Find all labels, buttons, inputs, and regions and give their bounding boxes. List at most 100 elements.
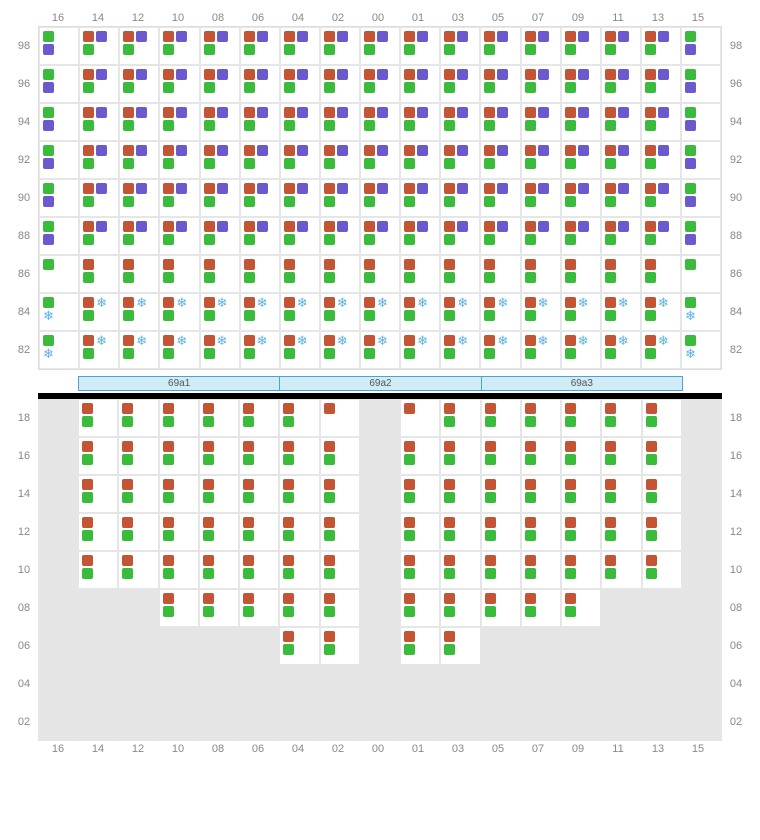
seat-cell[interactable] [38, 475, 78, 513]
seat-cell[interactable] [320, 551, 360, 589]
seat-cell[interactable]: ❄ [601, 331, 641, 369]
seat-cell[interactable]: ❄ [561, 331, 601, 369]
seat-cell[interactable] [159, 141, 199, 179]
seat-cell[interactable] [400, 65, 440, 103]
seat-cell[interactable] [480, 27, 520, 65]
seat-cell[interactable]: ❄ [280, 293, 320, 331]
seat-cell[interactable] [200, 179, 240, 217]
seat-cell[interactable] [199, 551, 239, 589]
seat-cell[interactable]: ❄ [681, 293, 721, 331]
seat-cell[interactable]: ❄ [320, 331, 360, 369]
seat-cell[interactable] [79, 103, 119, 141]
seat-cell[interactable] [360, 399, 400, 437]
seat-cell[interactable]: ❄ [79, 331, 119, 369]
seat-cell[interactable] [159, 665, 199, 703]
seat-cell[interactable] [521, 551, 561, 589]
seat-cell[interactable] [641, 65, 681, 103]
seat-cell[interactable] [682, 551, 722, 589]
seat-cell[interactable] [159, 103, 199, 141]
seat-cell[interactable] [360, 703, 400, 741]
seat-cell[interactable] [119, 65, 159, 103]
seat-cell[interactable] [118, 627, 158, 665]
seat-cell[interactable] [240, 217, 280, 255]
seat-cell[interactable] [440, 437, 480, 475]
seat-cell[interactable] [561, 551, 601, 589]
seat-cell[interactable] [320, 217, 360, 255]
seat-cell[interactable]: ❄ [119, 293, 159, 331]
seat-cell[interactable] [681, 141, 721, 179]
seat-cell[interactable] [360, 513, 400, 551]
seat-cell[interactable] [78, 513, 118, 551]
seat-cell[interactable] [320, 437, 360, 475]
seat-cell[interactable] [320, 513, 360, 551]
seat-cell[interactable] [400, 141, 440, 179]
seat-cell[interactable] [320, 103, 360, 141]
seat-cell[interactable] [521, 589, 561, 627]
seat-cell[interactable] [641, 255, 681, 293]
seat-cell[interactable] [239, 399, 279, 437]
seat-cell[interactable] [320, 475, 360, 513]
seat-cell[interactable] [239, 551, 279, 589]
seat-cell[interactable] [279, 627, 319, 665]
seat-cell[interactable] [601, 255, 641, 293]
seat-cell[interactable] [159, 179, 199, 217]
seat-cell[interactable] [240, 103, 280, 141]
seat-cell[interactable] [199, 475, 239, 513]
seat-cell[interactable] [119, 217, 159, 255]
seat-cell[interactable] [239, 589, 279, 627]
seat-cell[interactable] [481, 665, 521, 703]
seat-cell[interactable] [38, 437, 78, 475]
seat-cell[interactable] [239, 475, 279, 513]
seat-cell[interactable] [682, 703, 722, 741]
seat-cell[interactable]: ❄ [400, 331, 440, 369]
seat-cell[interactable] [360, 179, 400, 217]
seat-cell[interactable] [440, 255, 480, 293]
seat-cell[interactable] [601, 65, 641, 103]
seat-cell[interactable] [400, 179, 440, 217]
seat-cell[interactable] [601, 27, 641, 65]
seat-cell[interactable] [481, 551, 521, 589]
seat-cell[interactable] [481, 627, 521, 665]
seat-cell[interactable] [360, 255, 400, 293]
seat-cell[interactable] [561, 437, 601, 475]
seat-cell[interactable] [682, 475, 722, 513]
seat-cell[interactable] [118, 589, 158, 627]
seat-cell[interactable] [481, 399, 521, 437]
seat-cell[interactable] [118, 437, 158, 475]
seat-cell[interactable] [400, 255, 440, 293]
seat-cell[interactable] [39, 255, 79, 293]
seat-cell[interactable] [159, 589, 199, 627]
seat-cell[interactable] [440, 399, 480, 437]
seat-cell[interactable] [119, 179, 159, 217]
seat-cell[interactable] [360, 627, 400, 665]
seat-cell[interactable] [320, 703, 360, 741]
seat-cell[interactable] [280, 255, 320, 293]
seat-cell[interactable] [481, 703, 521, 741]
seat-cell[interactable] [279, 437, 319, 475]
seat-cell[interactable] [641, 179, 681, 217]
seat-cell[interactable] [400, 627, 440, 665]
seat-cell[interactable] [360, 103, 400, 141]
seat-cell[interactable] [440, 665, 480, 703]
seat-cell[interactable] [521, 103, 561, 141]
seat-cell[interactable] [320, 589, 360, 627]
seat-cell[interactable]: ❄ [480, 293, 520, 331]
seat-cell[interactable] [601, 589, 641, 627]
seat-cell[interactable] [159, 27, 199, 65]
seat-cell[interactable]: ❄ [39, 331, 79, 369]
seat-cell[interactable] [118, 513, 158, 551]
seat-cell[interactable] [601, 551, 641, 589]
seat-cell[interactable] [682, 399, 722, 437]
seat-cell[interactable] [38, 551, 78, 589]
seat-cell[interactable]: ❄ [400, 293, 440, 331]
seat-cell[interactable] [601, 217, 641, 255]
seat-cell[interactable] [521, 437, 561, 475]
seat-cell[interactable] [681, 65, 721, 103]
seat-cell[interactable] [39, 179, 79, 217]
seat-cell[interactable] [199, 513, 239, 551]
seat-cell[interactable] [521, 179, 561, 217]
seat-cell[interactable] [279, 589, 319, 627]
seat-cell[interactable] [200, 217, 240, 255]
seat-cell[interactable] [78, 589, 118, 627]
seat-cell[interactable]: ❄ [601, 293, 641, 331]
